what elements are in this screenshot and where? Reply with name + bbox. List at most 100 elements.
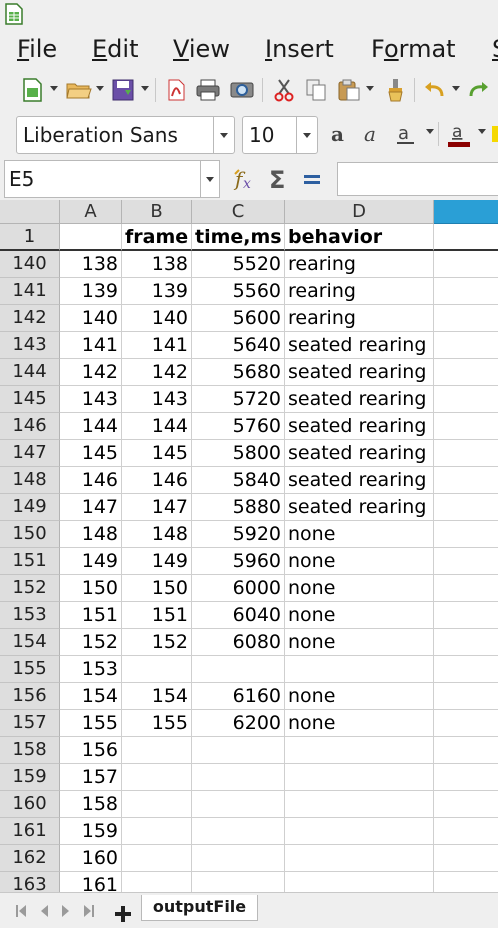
table-cell[interactable]: none	[285, 602, 434, 629]
table-cell[interactable]	[192, 791, 285, 818]
table-cell[interactable]: 151	[60, 602, 122, 629]
table-cell[interactable]: 154	[60, 683, 122, 710]
table-cell[interactable]: 6080	[192, 629, 285, 656]
table-cell[interactable]: seated rearing	[285, 467, 434, 494]
table-cell[interactable]	[122, 764, 192, 791]
table-cell[interactable]: 5840	[192, 467, 285, 494]
table-cell[interactable]: 140	[60, 305, 122, 332]
table-header-cell[interactable]: behavior	[285, 224, 434, 251]
table-cell[interactable]: 143	[122, 386, 192, 413]
paste-icon[interactable]	[334, 75, 364, 105]
table-cell[interactable]	[434, 845, 498, 872]
name-box[interactable]: E5	[4, 160, 220, 198]
table-cell[interactable]: 147	[60, 494, 122, 521]
font-size-combo[interactable]: 10	[242, 116, 318, 154]
row-header[interactable]: 156	[0, 683, 60, 710]
cut-icon[interactable]	[270, 75, 298, 105]
sheet-tab-outputfile[interactable]: outputFile	[141, 895, 258, 921]
column-header-c[interactable]: C	[192, 200, 285, 224]
table-cell[interactable]: 152	[122, 629, 192, 656]
table-cell[interactable]: 6200	[192, 710, 285, 737]
table-cell[interactable]	[122, 845, 192, 872]
table-cell[interactable]: none	[285, 629, 434, 656]
row-header[interactable]: 148	[0, 467, 60, 494]
table-header-cell[interactable]	[434, 224, 498, 251]
save-icon[interactable]	[108, 75, 138, 105]
menu-view[interactable]: View	[173, 32, 230, 66]
row-header[interactable]: 158	[0, 737, 60, 764]
column-header-a[interactable]: A	[60, 200, 122, 224]
row-header[interactable]: 151	[0, 548, 60, 575]
table-cell[interactable]	[434, 548, 498, 575]
table-cell[interactable]	[434, 602, 498, 629]
table-cell[interactable]: 161	[60, 872, 122, 892]
undo-dropdown-arrow[interactable]	[452, 86, 460, 91]
table-cell[interactable]	[192, 845, 285, 872]
table-cell[interactable]: 155	[60, 710, 122, 737]
table-cell[interactable]	[434, 791, 498, 818]
export-pdf-icon[interactable]	[162, 75, 190, 105]
table-cell[interactable]	[434, 332, 498, 359]
table-cell[interactable]	[434, 872, 498, 892]
table-cell[interactable]: 5800	[192, 440, 285, 467]
table-cell[interactable]: 159	[60, 818, 122, 845]
row-header[interactable]: 150	[0, 521, 60, 548]
table-cell[interactable]	[434, 305, 498, 332]
print-preview-icon[interactable]	[228, 75, 256, 105]
row-header[interactable]: 143	[0, 332, 60, 359]
table-cell[interactable]	[434, 575, 498, 602]
table-cell[interactable]: 156	[60, 737, 122, 764]
menu-insert[interactable]: Insert	[265, 32, 334, 66]
font-size-dropdown[interactable]	[296, 117, 317, 153]
table-cell[interactable]: 157	[60, 764, 122, 791]
table-cell[interactable]	[192, 656, 285, 683]
save-dropdown-arrow[interactable]	[141, 86, 149, 91]
table-header-cell[interactable]: frame	[122, 224, 192, 251]
table-cell[interactable]: seated rearing	[285, 494, 434, 521]
menu-format[interactable]: Format	[371, 32, 456, 66]
table-header-cell[interactable]	[60, 224, 122, 251]
table-cell[interactable]: 5640	[192, 332, 285, 359]
table-cell[interactable]	[192, 872, 285, 892]
row-header[interactable]: 146	[0, 413, 60, 440]
table-header-cell[interactable]: time,ms	[192, 224, 285, 251]
table-cell[interactable]: rearing	[285, 305, 434, 332]
highlight-color-icon[interactable]	[490, 120, 498, 150]
table-cell[interactable]	[434, 494, 498, 521]
table-cell[interactable]	[192, 737, 285, 764]
table-cell[interactable]: rearing	[285, 278, 434, 305]
table-cell[interactable]	[434, 710, 498, 737]
table-cell[interactable]	[434, 764, 498, 791]
row-header[interactable]: 140	[0, 251, 60, 278]
table-cell[interactable]	[434, 521, 498, 548]
menu-file[interactable]: File	[17, 32, 57, 66]
menu-edit[interactable]: Edit	[92, 32, 138, 66]
font-color-icon[interactable]: a	[445, 120, 473, 150]
sum-icon[interactable]: Σ	[266, 164, 292, 194]
font-color-dropdown-arrow[interactable]	[478, 129, 486, 134]
table-cell[interactable]: 6160	[192, 683, 285, 710]
first-sheet-icon[interactable]	[14, 903, 28, 919]
table-cell[interactable]: 5600	[192, 305, 285, 332]
table-cell[interactable]: 5720	[192, 386, 285, 413]
table-cell[interactable]: 155	[122, 710, 192, 737]
new-document-icon[interactable]	[20, 75, 46, 105]
table-cell[interactable]	[434, 656, 498, 683]
table-cell[interactable]: 139	[122, 278, 192, 305]
table-cell[interactable]: 149	[122, 548, 192, 575]
table-cell[interactable]: 150	[60, 575, 122, 602]
table-cell[interactable]: 139	[60, 278, 122, 305]
print-icon[interactable]	[194, 75, 222, 105]
underline-icon[interactable]: a	[393, 120, 419, 150]
table-cell[interactable]: 5880	[192, 494, 285, 521]
table-cell[interactable]: 142	[122, 359, 192, 386]
paste-dropdown-arrow[interactable]	[366, 86, 374, 91]
table-cell[interactable]: 153	[60, 656, 122, 683]
table-cell[interactable]: seated rearing	[285, 332, 434, 359]
table-cell[interactable]: none	[285, 710, 434, 737]
formula-equals-icon[interactable]	[299, 164, 325, 194]
table-cell[interactable]	[434, 737, 498, 764]
table-cell[interactable]: 141	[60, 332, 122, 359]
open-folder-icon[interactable]	[64, 75, 94, 105]
table-cell[interactable]	[285, 818, 434, 845]
